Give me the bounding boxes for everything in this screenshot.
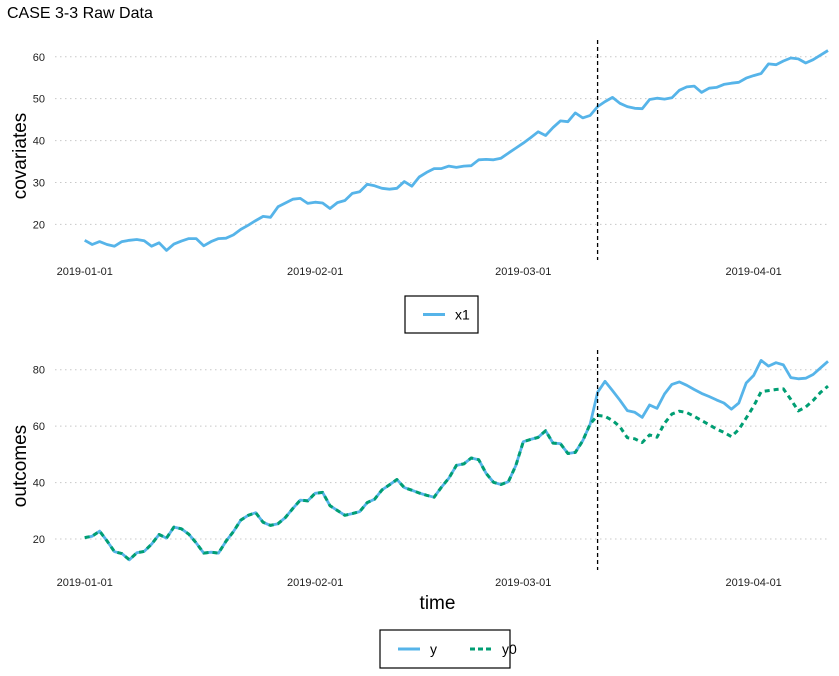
x-tick-label: 2019-01-01 bbox=[57, 266, 113, 278]
y-axis-title: outcomes bbox=[10, 425, 31, 507]
y-tick-label: 50 bbox=[33, 94, 45, 106]
series-line-y bbox=[84, 358, 829, 562]
legend-label-y: y bbox=[430, 641, 437, 657]
series-line-x1 bbox=[84, 49, 829, 252]
y-tick-label: 30 bbox=[33, 177, 45, 189]
y-tick-label: 20 bbox=[33, 534, 45, 546]
x-tick-label: 2019-03-01 bbox=[495, 577, 551, 589]
x-tick-label: 2019-04-01 bbox=[726, 577, 782, 589]
x-tick-label: 2019-01-01 bbox=[57, 577, 113, 589]
y-tick-label: 40 bbox=[33, 136, 45, 148]
x-tick-label: 2019-02-01 bbox=[287, 266, 343, 278]
y-tick-label: 60 bbox=[33, 52, 45, 64]
y-tick-label: 60 bbox=[33, 421, 45, 433]
legend-label-y0: y0 bbox=[502, 641, 517, 657]
y-axis-title: covariates bbox=[10, 113, 31, 200]
page-title: CASE 3-3 Raw Data bbox=[7, 5, 153, 22]
x-tick-label: 2019-02-01 bbox=[287, 577, 343, 589]
y-tick-label: 80 bbox=[33, 365, 45, 377]
x-tick-label: 2019-04-01 bbox=[726, 266, 782, 278]
y-tick-label: 40 bbox=[33, 478, 45, 490]
x-tick-label: 2019-03-01 bbox=[495, 266, 551, 278]
y-tick-label: 20 bbox=[33, 219, 45, 231]
series-line-y0 bbox=[84, 384, 829, 562]
x-axis-title: time bbox=[420, 593, 456, 614]
legend-label-x1: x1 bbox=[455, 307, 470, 323]
